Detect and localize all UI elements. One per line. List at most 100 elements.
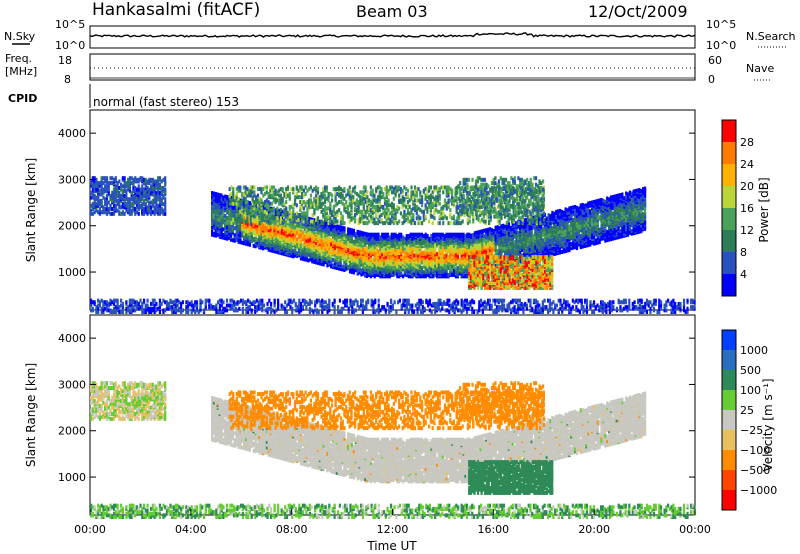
power-cell <box>398 242 400 246</box>
power-cell <box>211 191 213 195</box>
power-cell <box>253 230 255 234</box>
power-cell <box>366 264 368 268</box>
power-cell <box>504 230 506 234</box>
power-cell <box>379 262 381 266</box>
power-cell <box>387 259 389 263</box>
power-cell <box>442 233 444 237</box>
power-cell <box>219 206 221 210</box>
power-cell <box>220 194 222 198</box>
power-cell <box>438 263 440 267</box>
power-cell <box>351 228 353 232</box>
power-cell <box>466 252 468 256</box>
power-cell <box>341 265 343 269</box>
power-cell <box>254 242 256 246</box>
power-cell <box>434 233 436 237</box>
power-cell <box>377 249 379 253</box>
power-cell <box>332 258 334 262</box>
power-cell <box>419 233 421 237</box>
power-cell <box>508 222 510 226</box>
power-cell <box>396 234 398 238</box>
power-cell <box>523 253 525 257</box>
freq-tick-top: 18 <box>58 54 72 67</box>
power-cell <box>313 252 315 256</box>
freq-label-2: [MHz] <box>5 65 37 78</box>
power-cell <box>425 233 427 237</box>
power-cell <box>525 248 527 252</box>
power-cell <box>430 234 432 238</box>
power-cell <box>222 212 224 216</box>
power-cell <box>253 237 255 241</box>
power-cell <box>517 231 519 235</box>
power-cell <box>464 234 466 238</box>
power-cell <box>219 193 221 197</box>
power-cell <box>483 234 485 238</box>
power-cell <box>360 231 362 235</box>
power-cell <box>309 245 311 249</box>
power-cell <box>224 236 226 240</box>
power-cell <box>307 258 309 262</box>
power-cell <box>402 274 404 278</box>
power-cell <box>447 255 449 259</box>
power-cell <box>432 262 434 266</box>
power-cell <box>430 267 432 271</box>
power-cell <box>411 272 413 276</box>
power-cell <box>413 254 415 258</box>
power-cell <box>421 251 423 255</box>
power-cell <box>347 227 349 231</box>
power-cell <box>360 242 362 246</box>
power-cell <box>343 226 345 230</box>
power-cell <box>421 266 423 270</box>
power-cell <box>525 233 527 237</box>
power-cell <box>298 239 300 243</box>
power-cell <box>413 233 415 237</box>
power-cell <box>366 232 368 236</box>
power-cell <box>481 229 483 233</box>
power-cell <box>498 226 500 230</box>
power-cell <box>222 227 224 231</box>
power-cell <box>224 214 226 218</box>
power-cell <box>232 238 234 242</box>
power-cell <box>514 240 516 244</box>
power-cell <box>328 242 330 246</box>
power-cell <box>234 226 236 230</box>
power-cell <box>485 228 487 232</box>
cpid-text: normal (fast stereo) 153 <box>93 95 239 109</box>
power-cell <box>370 233 372 237</box>
power-cell <box>489 227 491 231</box>
power-cell <box>224 195 226 199</box>
power-cell <box>417 238 419 242</box>
power-cell <box>415 233 417 237</box>
noise-left-label: N.Sky <box>4 30 36 43</box>
power-cell <box>411 233 413 237</box>
power-cell <box>502 224 504 228</box>
power-cell <box>213 232 215 236</box>
station-title: Hankasalmi (fitACF) <box>92 0 260 20</box>
power-cell <box>411 237 413 241</box>
power-cell <box>222 195 224 199</box>
power-cell <box>336 262 338 266</box>
power-cell <box>436 233 438 237</box>
power-cell <box>445 233 447 237</box>
power-cell <box>461 233 463 237</box>
power-cell <box>444 254 446 258</box>
power-cell <box>328 236 330 240</box>
power-cell <box>444 234 446 238</box>
power-cell <box>506 231 508 235</box>
noise-panel: N.Sky 10^5 10^0 10^5 10^0 N.Search <box>4 18 796 52</box>
power-cell <box>398 255 400 259</box>
power-cell <box>389 235 391 239</box>
power-cell <box>468 233 470 237</box>
power-cell <box>447 233 449 237</box>
power-cell <box>457 266 459 270</box>
power-cell <box>394 233 396 237</box>
power-cell <box>273 233 275 237</box>
power-cell <box>256 218 258 222</box>
power-cell <box>459 258 461 262</box>
power-cell <box>470 234 472 238</box>
power-cell <box>249 201 251 205</box>
power-cell <box>338 225 340 229</box>
power-cell <box>440 233 442 237</box>
power-cell <box>398 233 400 237</box>
power-cell <box>374 258 376 262</box>
power-cell <box>224 203 226 207</box>
